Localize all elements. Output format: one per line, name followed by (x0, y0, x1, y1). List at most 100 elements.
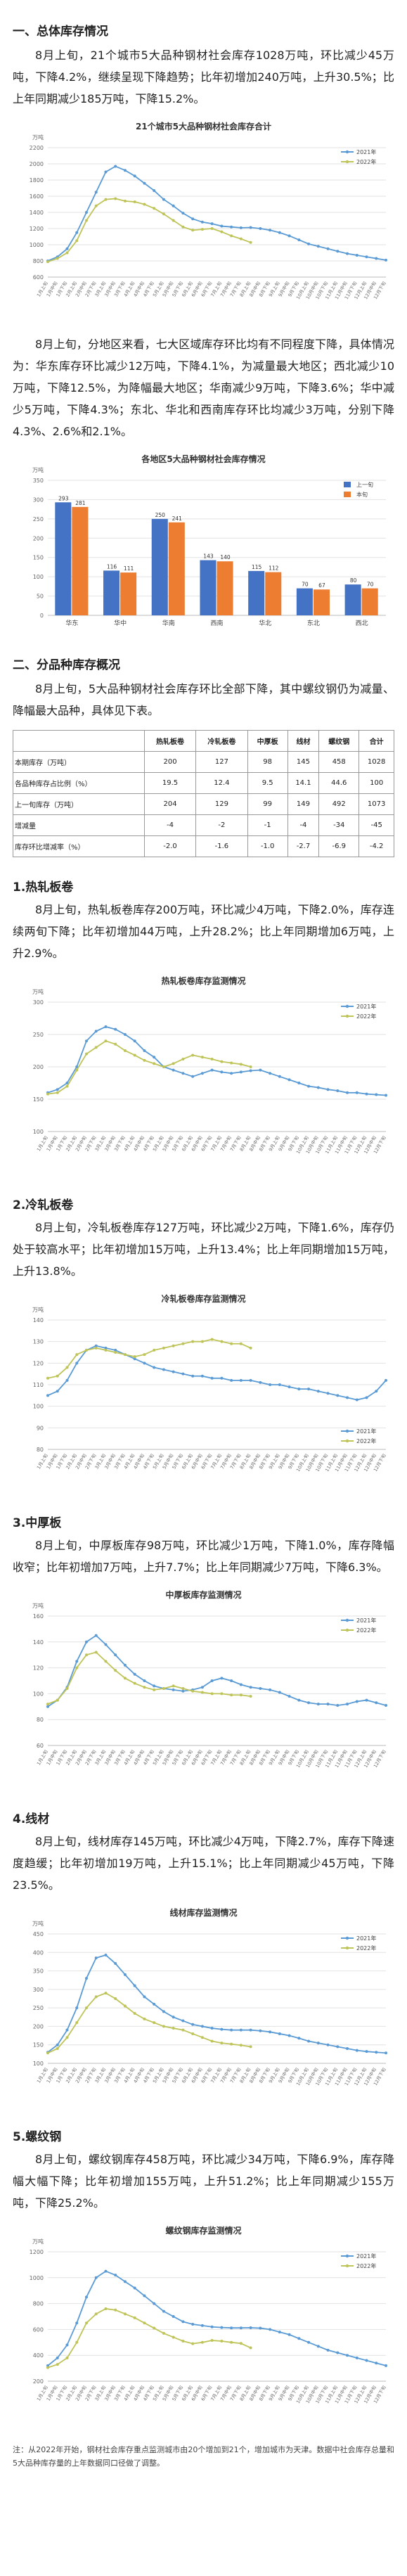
legend-label: 2021年 (356, 1935, 376, 1942)
data-point (249, 226, 252, 229)
data-point (65, 251, 69, 255)
data-point (239, 1378, 243, 1382)
data-point (239, 1070, 243, 1074)
y-unit: 万吨 (32, 1920, 44, 1927)
column-header: 螺纹钢 (318, 730, 360, 752)
x-tick-label: 华南 (162, 619, 175, 627)
y-unit: 万吨 (32, 2238, 44, 2245)
data-point (181, 2339, 185, 2343)
table-cell: -1.6 (195, 835, 248, 857)
data-point (365, 1092, 368, 1096)
data-point (114, 197, 117, 200)
data-point (326, 1088, 330, 1091)
legend-label: 2021年 (356, 1617, 376, 1624)
data-point (316, 1703, 320, 1706)
value-label: 293 (58, 495, 69, 501)
data-point (65, 247, 69, 250)
table-body: 本期库存（万吨） 200 127 98 145 458 1028 各品种库存占比例（%） 19.… (13, 751, 394, 857)
data-point (191, 217, 195, 221)
y-tick-label: 50 (37, 594, 44, 600)
y-tick-label: 100 (33, 1691, 44, 1697)
table-row: 各品种库存占比例（%） 19.5 12.4 9.5 14.1 44.6 100 (13, 772, 394, 794)
data-point (104, 1039, 108, 1043)
table-cell: -34 (318, 814, 360, 836)
y-tick-label: 2000 (30, 161, 44, 167)
value-label: 112 (269, 565, 279, 572)
table-cell: 1028 (358, 751, 394, 773)
data-point (307, 2039, 311, 2043)
data-point (181, 1342, 185, 1345)
value-label: 241 (172, 515, 183, 522)
data-point (249, 1695, 252, 1698)
series-line (47, 1634, 387, 1707)
product-heading: 4.线材 (13, 1812, 50, 1826)
table-cell: 492 (318, 793, 360, 815)
data-point (75, 2006, 79, 2010)
data-point (326, 247, 330, 250)
data-point (210, 1338, 214, 1341)
table-cell: -2.0 (143, 835, 197, 857)
data-point (316, 245, 320, 248)
data-point (269, 229, 272, 232)
data-point (94, 1030, 98, 1033)
series-line (47, 198, 251, 263)
data-point (220, 1060, 224, 1063)
data-point (230, 1693, 233, 1697)
data-point (153, 2002, 156, 2006)
legend-label: 2022年 (356, 158, 376, 165)
data-point (191, 2032, 195, 2035)
data-point (239, 226, 243, 229)
legend-marker (345, 1628, 349, 1632)
data-point (191, 1053, 195, 1057)
table-row: 上一旬库存（万吨） 204 129 99 149 492 1073 (13, 793, 394, 815)
data-point (230, 2042, 233, 2046)
column-header: 线材 (287, 730, 320, 752)
y-tick-label: 80 (37, 1717, 44, 1723)
data-point (220, 2042, 224, 2045)
data-point (230, 1342, 233, 1345)
data-point (200, 228, 204, 231)
section-heading: 二、分品种库存概况 (13, 658, 120, 672)
data-point (94, 1344, 98, 1347)
y-tick-label: 450 (33, 1931, 44, 1937)
data-point (249, 1686, 252, 1689)
data-point (249, 1069, 252, 1072)
data-point (143, 1049, 146, 1052)
table-cell: -2.7 (287, 835, 320, 857)
inventory-table: 热轧板卷 冷轧板卷 中厚板 线材 螺纹钢 合计 本期库存（万吨） 200 127 98 145 45… (13, 730, 394, 857)
data-point (269, 1072, 272, 1075)
table-cell: 129 (195, 793, 248, 815)
data-point (297, 2037, 301, 2040)
data-point (346, 1396, 349, 1399)
legend-label: 2022年 (356, 1437, 376, 1444)
data-point (385, 2364, 387, 2367)
data-point (259, 1380, 262, 1384)
y-tick-label: 1400 (30, 210, 44, 216)
data-point (123, 1663, 127, 1667)
legend-marker (345, 1429, 349, 1433)
data-point (104, 198, 108, 201)
legend-marker (345, 1936, 349, 1940)
y-unit: 万吨 (32, 134, 44, 141)
data-point (200, 2036, 204, 2039)
data-point (278, 2331, 281, 2334)
table-cell: 204 (143, 793, 197, 815)
y-tick-label: 250 (33, 1032, 44, 1038)
y-tick-label: 150 (33, 555, 44, 561)
data-point (316, 1086, 320, 1089)
data-point (46, 1705, 49, 1708)
footnote: 注：从2022年开始，钢材社会库存重点监测城市由20个增加到21个，增加城市为天… (13, 2445, 394, 2468)
data-point (181, 2028, 185, 2032)
data-point (104, 170, 108, 174)
data-point (94, 2276, 98, 2279)
data-point (316, 1390, 320, 1393)
legend-marker (345, 1946, 349, 1950)
table-cell: 99 (247, 793, 288, 815)
data-point (326, 2043, 330, 2046)
data-point (114, 1653, 117, 1657)
data-point (210, 1068, 214, 1072)
table-cell: -2 (195, 814, 248, 836)
data-point (162, 1368, 165, 1371)
data-point (239, 2326, 243, 2330)
table-cell: 200 (143, 751, 197, 773)
